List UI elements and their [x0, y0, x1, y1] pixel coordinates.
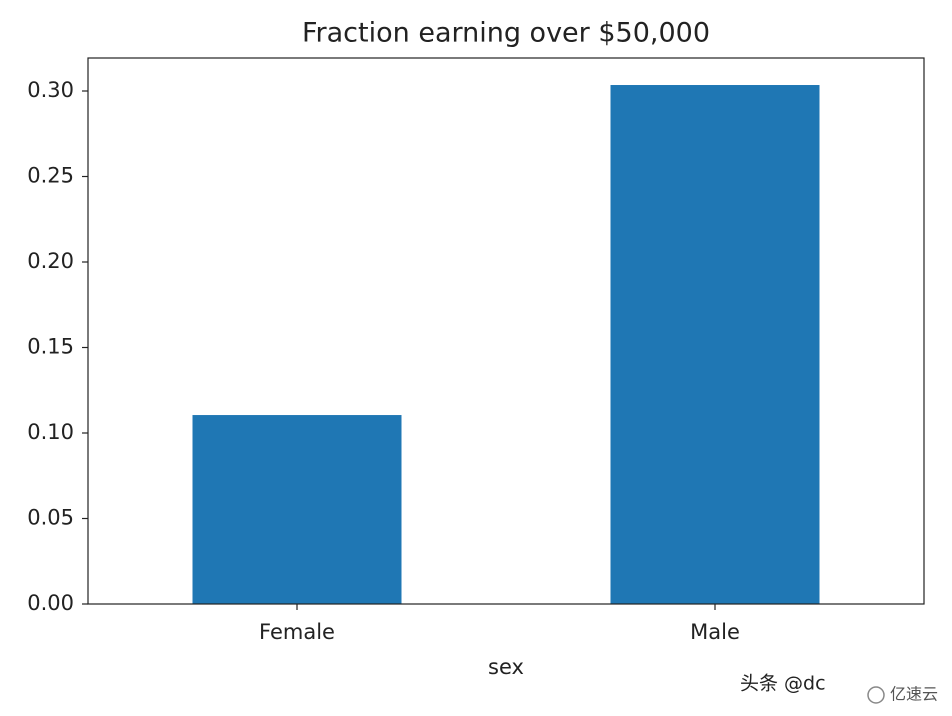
y-tick-label: 0.30 — [27, 78, 74, 102]
x-tick-label: Female — [259, 620, 335, 644]
bar — [610, 85, 820, 605]
watermark-brand: 亿速云 — [890, 685, 938, 704]
y-tick-label: 0.15 — [27, 335, 74, 359]
watermark-logo — [867, 686, 885, 704]
y-tick-label: 0.05 — [27, 506, 74, 530]
y-tick-label: 0.20 — [27, 249, 74, 273]
bar — [192, 415, 402, 604]
plot-frame — [87, 57, 925, 605]
y-tick-label: 0.10 — [27, 420, 74, 444]
x-axis-label: sex — [488, 655, 524, 679]
x-tick-label: Male — [690, 620, 740, 644]
y-tick-label: 0.25 — [27, 164, 74, 188]
y-tick-label: 0.00 — [27, 591, 74, 615]
watermark-author: 头条 @dc — [740, 673, 826, 695]
chart-title: Fraction earning over $50,000 — [302, 18, 710, 49]
